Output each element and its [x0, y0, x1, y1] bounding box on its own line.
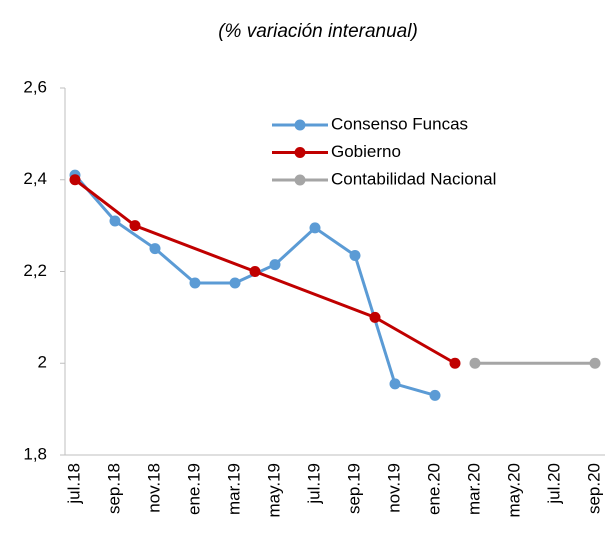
x-tick-label: jul.20	[544, 463, 563, 505]
data-point	[309, 222, 321, 234]
x-tick-label: may.19	[264, 463, 283, 518]
chart-title: (% variación interanual)	[218, 21, 418, 42]
y-tick-label: 1,8	[23, 444, 47, 463]
legend-marker	[294, 147, 306, 158]
y-tick-label: 2,6	[23, 77, 47, 96]
legend-label: Gobierno	[331, 142, 401, 161]
series-line	[73, 174, 436, 397]
series-line	[74, 178, 456, 365]
data-point	[469, 357, 481, 369]
data-point	[429, 389, 441, 401]
data-point	[129, 220, 141, 232]
legend-label: Consenso Funcas	[331, 114, 468, 133]
y-tick-label: 2	[38, 353, 47, 372]
x-tick-label: sep.20	[584, 463, 603, 514]
data-point	[109, 215, 121, 227]
y-tick-label: 2,2	[23, 261, 47, 280]
legend-label: Contabilidad Nacional	[331, 169, 496, 188]
x-tick-label: sep.19	[344, 463, 363, 514]
data-point	[349, 249, 361, 261]
x-tick-label: nov.18	[144, 463, 163, 513]
data-point	[229, 277, 241, 289]
data-point	[369, 311, 381, 323]
data-point	[149, 243, 161, 255]
legend-marker	[294, 119, 306, 131]
y-tick-label: 2,4	[23, 169, 47, 188]
x-tick-label: may.20	[504, 463, 523, 518]
data-point	[69, 174, 81, 186]
data-point	[589, 357, 601, 369]
legend-marker	[294, 174, 306, 186]
x-tick-label: mar.20	[464, 463, 483, 515]
x-tick-label: ene.19	[184, 463, 203, 515]
data-point	[249, 266, 261, 277]
x-tick-label: ene.20	[424, 463, 443, 515]
x-tick-label: jul.18	[64, 463, 83, 505]
data-point	[389, 378, 401, 390]
x-tick-label: nov.19	[384, 463, 403, 513]
data-point	[449, 357, 461, 369]
data-point	[189, 277, 201, 289]
x-tick-label: sep.18	[104, 463, 123, 514]
x-tick-label: jul.19	[304, 463, 323, 505]
data-point	[269, 259, 281, 271]
x-tick-label: mar.19	[224, 463, 243, 515]
